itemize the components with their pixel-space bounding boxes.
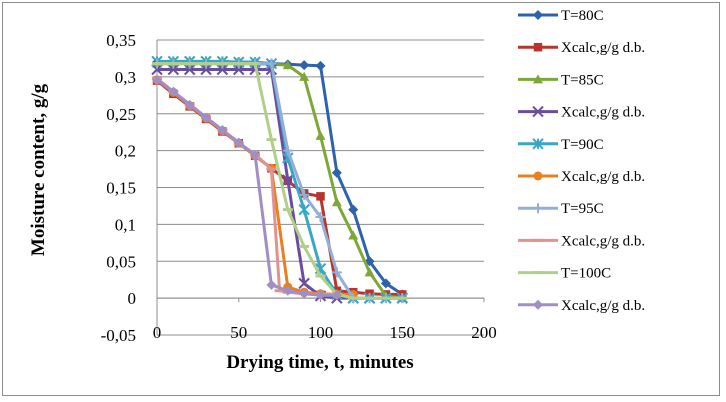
data-point — [298, 277, 310, 290]
series-9 — [152, 62, 408, 300]
x-tick-label: 100 — [308, 323, 334, 342]
data-point — [331, 167, 342, 178]
legend-item: Xcalc,g/g d.b. — [518, 169, 645, 185]
legend-label: Xcalc,g/g d.b. — [561, 105, 645, 121]
chart-frame — [2, 2, 720, 396]
legend-item: T=85C — [518, 72, 604, 88]
data-point — [266, 58, 277, 69]
y-tick-labels: 0,35 0,3 0,25 0,2 0,15 0,1 0,05 0 -0,05 — [101, 31, 136, 345]
plot-area — [151, 55, 408, 304]
data-point — [282, 174, 294, 186]
legend-item: Xcalc,g/g d.b. — [518, 105, 645, 121]
y-tick-label: 0,15 — [106, 179, 136, 198]
legend-label: T=100C — [561, 266, 611, 282]
data-point — [299, 60, 310, 71]
legend-item: T=90C — [518, 137, 604, 153]
series-line — [156, 77, 337, 296]
data-point — [167, 63, 180, 76]
y-tick-label: 0,35 — [106, 31, 136, 50]
legend-swatch-marker — [533, 299, 543, 310]
data-point — [282, 285, 293, 296]
legend-swatch-marker — [533, 10, 543, 20]
y-tick-label: 0,05 — [106, 252, 136, 271]
data-point — [316, 192, 325, 201]
legend-item: T=95C — [518, 201, 604, 217]
legend-label: T=90C — [561, 137, 604, 153]
x-tick-label: 150 — [390, 323, 416, 342]
y-tick-label: 0 — [128, 289, 137, 308]
series-line — [157, 62, 403, 300]
data-point — [233, 137, 244, 148]
legend-item: T=100C — [518, 266, 611, 282]
data-point — [299, 71, 310, 81]
data-point — [168, 86, 179, 97]
legend-swatch-marker — [533, 42, 543, 52]
legend-item: Xcalc,g/g d.b. — [518, 298, 645, 314]
legend-label: Xcalc,g/g d.b. — [561, 169, 645, 185]
data-point — [331, 197, 342, 207]
y-tick-label: -0,05 — [101, 326, 136, 345]
data-point — [298, 203, 310, 216]
data-point — [183, 63, 196, 76]
legend-label: Xcalc,g/g d.b. — [561, 298, 645, 314]
data-point — [217, 124, 228, 135]
y-axis-title: Moisture content, g/g — [28, 83, 49, 256]
x-tick-label: 50 — [230, 323, 247, 342]
data-point — [266, 279, 277, 290]
y-tick-label: 0,2 — [115, 142, 136, 161]
legend-item: T=80C — [518, 8, 604, 24]
legend-item: Xcalc,g/g d.b. — [518, 233, 645, 249]
x-axis-title: Drying time, t, minutes — [226, 352, 413, 373]
legend-swatch-marker — [533, 74, 543, 84]
data-point — [250, 150, 261, 161]
legend-label: Xcalc,g/g d.b. — [561, 40, 645, 56]
grid-lines — [157, 39, 484, 336]
data-point — [282, 145, 293, 156]
legend-label: T=95C — [561, 201, 604, 217]
data-point — [331, 290, 342, 301]
x-tick-label: 0 — [153, 323, 162, 342]
data-point — [331, 267, 342, 278]
y-tick-label: 0,25 — [106, 105, 136, 124]
data-point — [282, 60, 293, 70]
data-point — [348, 230, 359, 240]
data-point — [184, 99, 195, 110]
series-10 — [152, 74, 342, 301]
data-point — [299, 189, 310, 200]
x-tick-label: 200 — [471, 323, 497, 342]
data-point — [364, 267, 375, 277]
data-point — [201, 112, 212, 123]
data-point — [151, 63, 163, 76]
legend-label: T=80C — [561, 8, 604, 24]
legend-swatch-marker — [532, 105, 544, 118]
data-point — [315, 130, 326, 140]
legend-label: T=85C — [561, 72, 604, 88]
data-point — [315, 60, 326, 71]
data-point — [216, 63, 229, 76]
legend-swatch-marker — [533, 203, 543, 214]
x-tick-labels: 0 50 100 150 200 — [153, 323, 497, 342]
y-tick-label: 0,1 — [115, 215, 136, 234]
legend-swatch-marker — [532, 138, 544, 150]
legend-swatch-marker — [533, 171, 543, 181]
data-point — [315, 212, 326, 222]
legend-item: Xcalc,g/g d.b. — [518, 40, 645, 56]
data-point — [200, 63, 212, 76]
legend-label: Xcalc,g/g d.b. — [561, 233, 645, 249]
y-tick-label: 0,3 — [115, 68, 136, 87]
legend: T=80C Xcalc,g/g d.b. T=85C Xcalc,g/g d.b. T=… — [518, 8, 645, 314]
data-point — [348, 204, 359, 215]
data-point — [299, 288, 310, 299]
data-point — [380, 278, 391, 289]
data-point — [152, 74, 162, 85]
data-point — [315, 290, 326, 301]
